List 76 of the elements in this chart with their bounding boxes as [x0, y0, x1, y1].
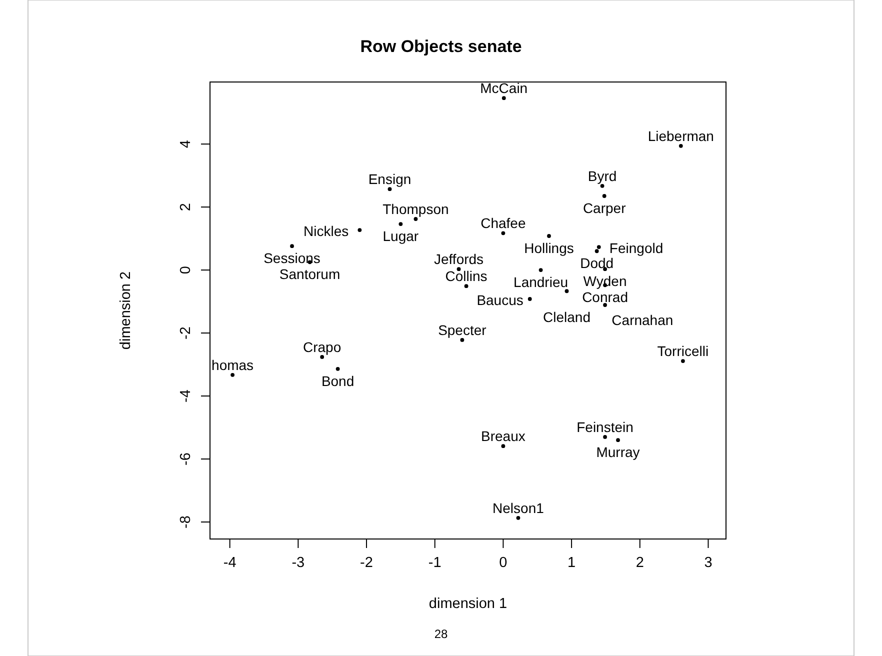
point [398, 222, 403, 226]
data-label: Baucus [476, 292, 524, 308]
point [594, 249, 599, 254]
data-label: Thompson [382, 200, 449, 217]
point [616, 438, 620, 442]
point [320, 355, 324, 359]
point [230, 372, 235, 377]
data-label: Landrieu [514, 274, 568, 290]
x-tick-label: 0 [499, 555, 508, 571]
point [358, 228, 362, 232]
chart-title: Row Objects senate [360, 37, 522, 56]
point [680, 359, 685, 363]
point [596, 245, 601, 249]
point [501, 444, 506, 448]
point [388, 187, 392, 192]
point [502, 96, 506, 100]
data-label: Nelson1 [492, 500, 544, 516]
data-label: Collins [445, 268, 488, 284]
data-label: Sessions [264, 250, 320, 266]
y-tick-label: -8 [178, 516, 194, 528]
point [564, 289, 569, 294]
data-label: Ensign [368, 170, 412, 187]
x-tick-label: 1 [568, 555, 576, 571]
data-label: Breaux [481, 428, 526, 444]
x-tick-label: -2 [360, 555, 373, 571]
y-tick-label: -4 [178, 390, 194, 402]
y-tick-label: -2 [178, 326, 194, 340]
y-tick-label: 2 [178, 203, 194, 212]
point [290, 244, 294, 248]
data-label: Wyden [583, 272, 627, 289]
point [602, 194, 606, 198]
point [528, 297, 532, 301]
point [603, 303, 607, 307]
x-tick-label: -1 [428, 555, 442, 571]
y-tick-label: -6 [178, 452, 194, 466]
data-label: Conrad [582, 289, 628, 306]
data-label: Lugar [382, 228, 419, 244]
data-label: Chafee [480, 215, 526, 232]
data-label: Lieberman [648, 128, 714, 144]
data-label: Dodd [580, 255, 614, 272]
text: 28 [434, 627, 448, 641]
data-label: Byrd [588, 168, 617, 184]
y-axis-title: dimension 2 [118, 271, 134, 350]
data-label: Bond [321, 372, 354, 389]
x-tick-label: 2 [636, 555, 644, 571]
point [538, 268, 543, 272]
x-axis-title: dimension 1 [428, 596, 508, 612]
point [603, 435, 607, 439]
data-label: Jeffords [434, 250, 484, 267]
x-tick-label: -4 [223, 555, 236, 571]
data-label: Torricelli [657, 342, 709, 359]
point [547, 234, 551, 238]
data-label: Carnahan [612, 312, 674, 328]
data-label: McCain [480, 80, 528, 96]
data-label: Crapo [303, 338, 342, 355]
data-label: Hollings [524, 240, 574, 256]
data-label: Carper [582, 200, 626, 216]
x-tick-label: 3 [704, 555, 712, 571]
data-label: Feinstein [576, 418, 634, 435]
data-label: Santorum [279, 266, 340, 282]
data-label: Nickles [304, 222, 349, 239]
point [460, 338, 464, 342]
point [414, 217, 418, 221]
point [336, 366, 340, 371]
y-tick-label: 0 [178, 266, 194, 274]
point [464, 284, 468, 288]
data-label: Cleland [543, 309, 590, 326]
data-label: homas [212, 356, 254, 373]
data-label: Specter [438, 322, 487, 338]
data-label: Feingold [609, 240, 664, 256]
data-label: Murray [596, 444, 640, 460]
point [501, 231, 506, 236]
point [678, 144, 683, 148]
y-tick-label: 4 [178, 140, 194, 148]
point [516, 516, 520, 520]
x-tick-label: -3 [292, 555, 305, 571]
